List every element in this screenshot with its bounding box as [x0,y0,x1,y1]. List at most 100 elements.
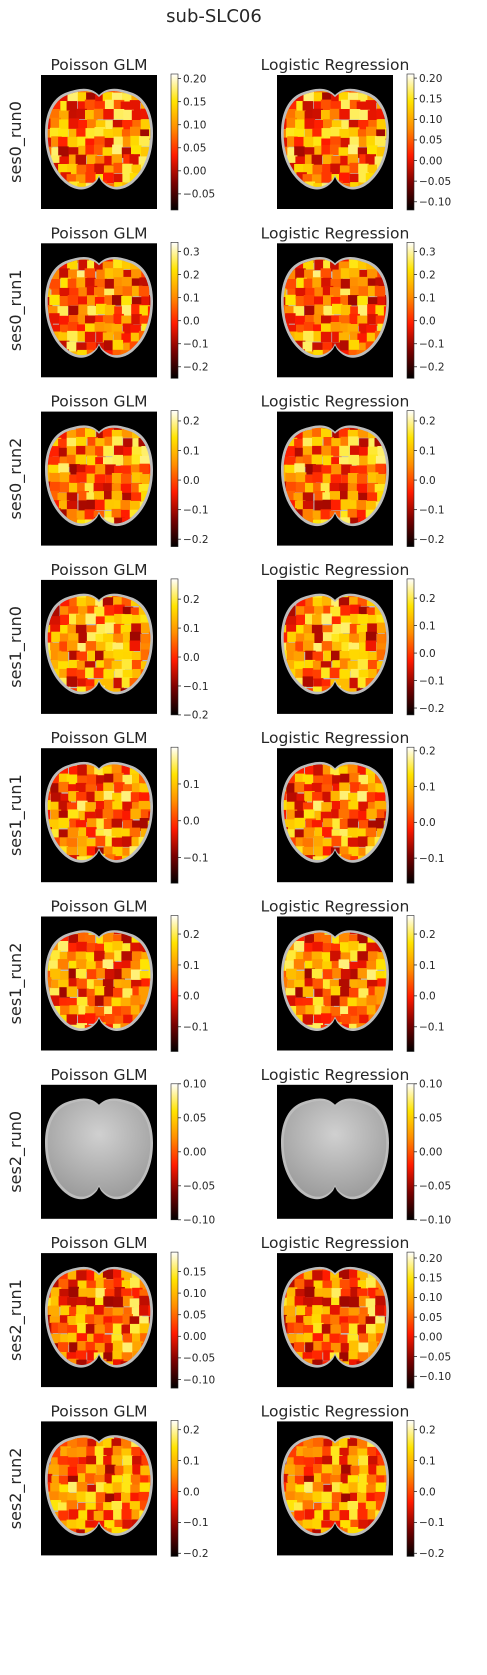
parcel-cell [329,667,341,679]
parcel-cell [77,643,88,654]
colorbar-tick-label: −0.10 [183,1374,215,1386]
parcel-cell [375,943,386,955]
parcel-cell [66,1500,78,1511]
parcel-cell [348,1323,360,1334]
parcel-cell [322,1287,333,1299]
parcel-cell [104,773,115,785]
colorbar-tick-label: −0.05 [419,176,451,188]
parcel-cell [323,650,334,662]
parcel-cell [303,295,315,306]
parcel-cell [68,633,79,644]
parcel-cell [338,261,350,272]
parcel-cell [357,473,368,485]
parcel-cell [283,1322,289,1334]
parcel-cell [350,969,361,980]
parcel-cell [350,182,361,187]
parcel-cell [384,464,387,476]
parcel-cell [158,1439,169,1450]
parcel-cell [322,979,334,990]
parcel-cell [340,986,351,998]
parcel-cell [69,128,80,140]
parcel-cell [113,677,124,689]
parcel-cell [366,942,377,954]
parcel-cell [357,1288,368,1299]
colorbar-tick-label: −0.05 [419,1351,451,1363]
parcel-cell [76,427,87,438]
parcel-cell [305,464,316,475]
colorbar-tick-label: 0.05 [419,1113,442,1125]
parcel-cell [157,783,168,794]
brain-map [281,1098,389,1200]
parcel-cell [139,971,151,982]
parcel-cell [68,305,79,317]
parcel-cell [58,146,69,157]
parcel-cell [84,661,96,672]
parcel-cell [349,277,361,288]
parcel-cell [59,456,71,467]
parcel-cell [121,764,133,775]
parcel-cell [286,801,298,813]
colorbar-tick-label: 0.0 [183,816,200,828]
parcel-cell [338,147,350,158]
parcel-cell [293,766,304,777]
parcel-cell [313,92,325,103]
parcel-cell [158,128,169,139]
parcel-cell [68,1358,79,1365]
parcel-cell [95,464,106,475]
parcel-cell [384,631,387,643]
parcel-cell [313,91,325,93]
parcel-cell [368,773,379,784]
parcel-cell [104,622,116,633]
parcel-cell [302,1352,314,1363]
colorbar-tick-label: 0.0 [183,475,200,487]
parcel-cell [47,1482,52,1493]
parcel-cell [394,519,405,530]
row-label: ses1_run0 [6,606,26,688]
colorbar-tick-label: 0.0 [183,315,200,327]
parcel-cell [78,1510,89,1521]
parcel-cell [394,1439,405,1450]
colorbar-tick-label: 0.2 [419,746,436,758]
parcel-cell [385,473,387,485]
parcel-cell [130,332,142,344]
parcel-cell [296,793,307,805]
parcel-cell [159,659,170,670]
parcel-cell [129,1501,141,1512]
parcel-cell [121,1269,132,1281]
parcel-cell [122,820,134,831]
parcel-cell [94,101,106,112]
parcel-cell [358,811,369,822]
parcel-cell [131,651,143,663]
parcel-cell [394,455,405,466]
parcel-cell [122,1502,133,1514]
parcel-cell [347,473,359,484]
parcel-cell [368,951,379,962]
parcel-cell [93,1510,105,1522]
parcel-cell [67,259,78,270]
parcel-cell [157,278,168,289]
parcel-cell [66,1519,78,1531]
parcel-cell [330,279,341,290]
parcel-cell [95,943,106,955]
parcel-cell [367,269,378,280]
parcel-cell [367,304,378,315]
parcel-cell [66,437,78,449]
parcel-cell [139,1295,150,1307]
parcel-cell [305,818,316,829]
parcel-cell [49,1316,61,1327]
parcel-cell [296,1334,307,1345]
parcel-cell [330,101,342,112]
parcel-cell [159,828,170,839]
parcel-cell [95,801,107,812]
parcel-cell [121,259,133,270]
parcel-cell [349,1509,360,1520]
parcel-cell [283,118,288,130]
parcel-cell [294,829,306,840]
parcel-cell [395,322,406,333]
parcel-cell [59,641,70,652]
parcel-cell [113,934,124,945]
parcel-cell [303,136,314,148]
colorbar-tick-label: 0.0 [419,1486,436,1498]
parcel-cell [366,126,377,138]
parcel-cell [159,510,170,521]
